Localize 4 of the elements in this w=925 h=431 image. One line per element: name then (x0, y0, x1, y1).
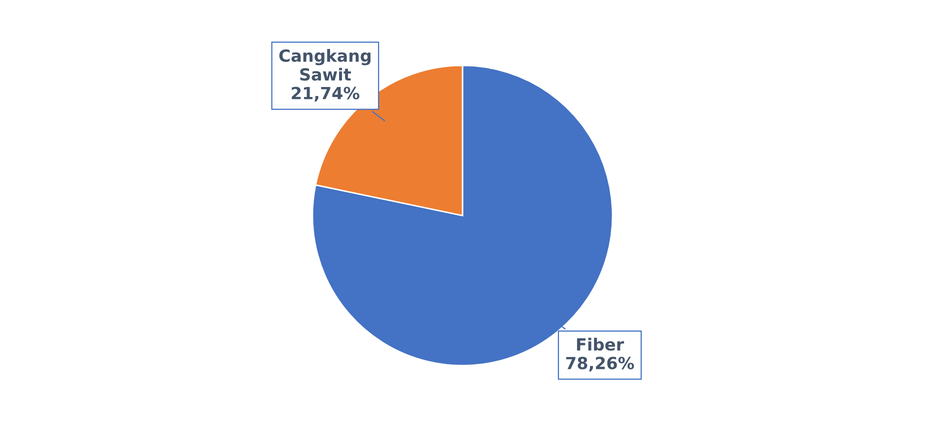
data-label: 21,74% (292, 86, 360, 102)
slice-label: Cangkang Sawit (279, 49, 370, 81)
slice-label: Fiber (577, 338, 624, 351)
data-label: 78,26% (566, 356, 634, 372)
